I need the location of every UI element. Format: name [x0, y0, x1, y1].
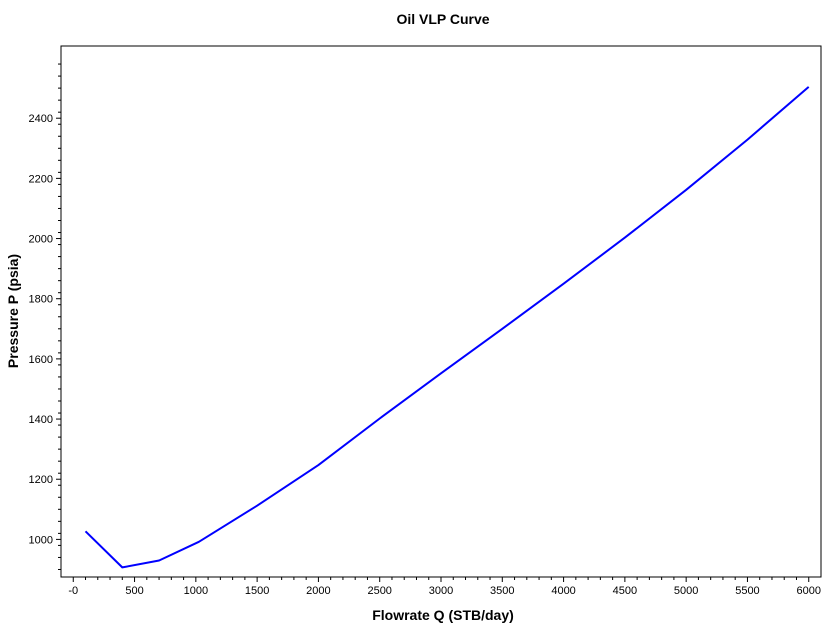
vlp-curve-line: [84, 86, 810, 569]
x-tick-label: 1000: [184, 585, 208, 597]
x-tick-label: 5000: [674, 585, 698, 597]
chart-title: Oil VLP Curve: [396, 11, 489, 27]
x-tick-label: 2500: [367, 585, 391, 597]
y-axis-label: Pressure P (psia): [5, 254, 21, 368]
series-layer: [84, 86, 810, 569]
x-tick-label: 500: [125, 585, 143, 597]
y-tick-label: 1200: [29, 474, 53, 486]
x-tick-label: 1500: [245, 585, 269, 597]
x-tick-label: 2000: [306, 585, 330, 597]
plot-frame: [60, 45, 822, 578]
x-tick-label: 4500: [613, 585, 637, 597]
y-tick-label: 2000: [29, 234, 53, 246]
y-tick-label: 1800: [29, 294, 53, 306]
y-tick-label: 1000: [29, 534, 53, 546]
x-tick-label: 5500: [735, 585, 759, 597]
y-tick-label: 2400: [29, 113, 53, 125]
x-tick-label: 3000: [429, 585, 453, 597]
y-tick-label: 1400: [29, 414, 53, 426]
x-tick-label: 4000: [551, 585, 575, 597]
x-tick-label: 3500: [490, 585, 514, 597]
x-axis: -0 500 1000 1500 2000 2500 3000 3500 4000 4500 500…: [68, 577, 821, 597]
x-tick-label: -0: [68, 585, 78, 597]
y-axis: 1000 1200 1400 1600 1800 2000 2200 2400: [29, 63, 61, 570]
y-tick-label: 1600: [29, 354, 53, 366]
y-tick-label: 2200: [29, 173, 53, 185]
x-axis-label: Flowrate Q (STB/day): [372, 607, 514, 623]
x-tick-label: 6000: [796, 585, 820, 597]
